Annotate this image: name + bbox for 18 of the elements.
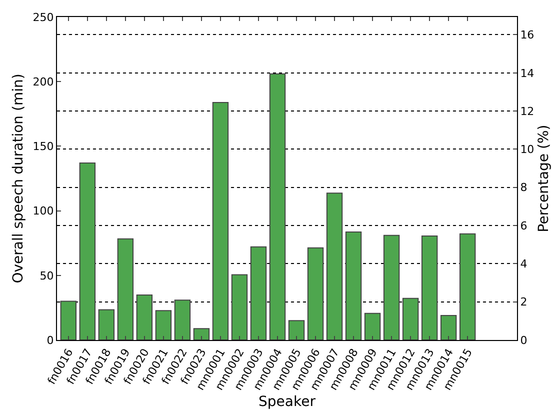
y-tick-label: 50 xyxy=(40,269,54,282)
y-tick-label: 250 xyxy=(32,10,54,24)
y2-tick-label: 10 xyxy=(520,143,534,156)
y2-axis-title: Percentage (%) xyxy=(536,124,552,232)
y2-tick-label: 14 xyxy=(520,66,534,80)
y-axis-title: Overall speech duration (min) xyxy=(10,74,26,284)
y2-tick-label: 4 xyxy=(520,258,528,271)
y2-tick-label: 0 xyxy=(520,334,528,347)
y2-tick-label: 2 xyxy=(520,296,528,309)
y-tick-label: 150 xyxy=(32,140,54,154)
y2-tick-label: 16 xyxy=(520,28,534,42)
x-axis-title: Speaker xyxy=(258,394,316,410)
y-tick-label: 0 xyxy=(46,334,54,347)
y2-tick-label: 12 xyxy=(520,104,534,118)
y2-tick-label: 6 xyxy=(520,219,528,232)
y-tick-label: 100 xyxy=(32,204,54,218)
y2-tick-label: 8 xyxy=(520,181,528,194)
y-tick-label: 200 xyxy=(32,75,54,88)
